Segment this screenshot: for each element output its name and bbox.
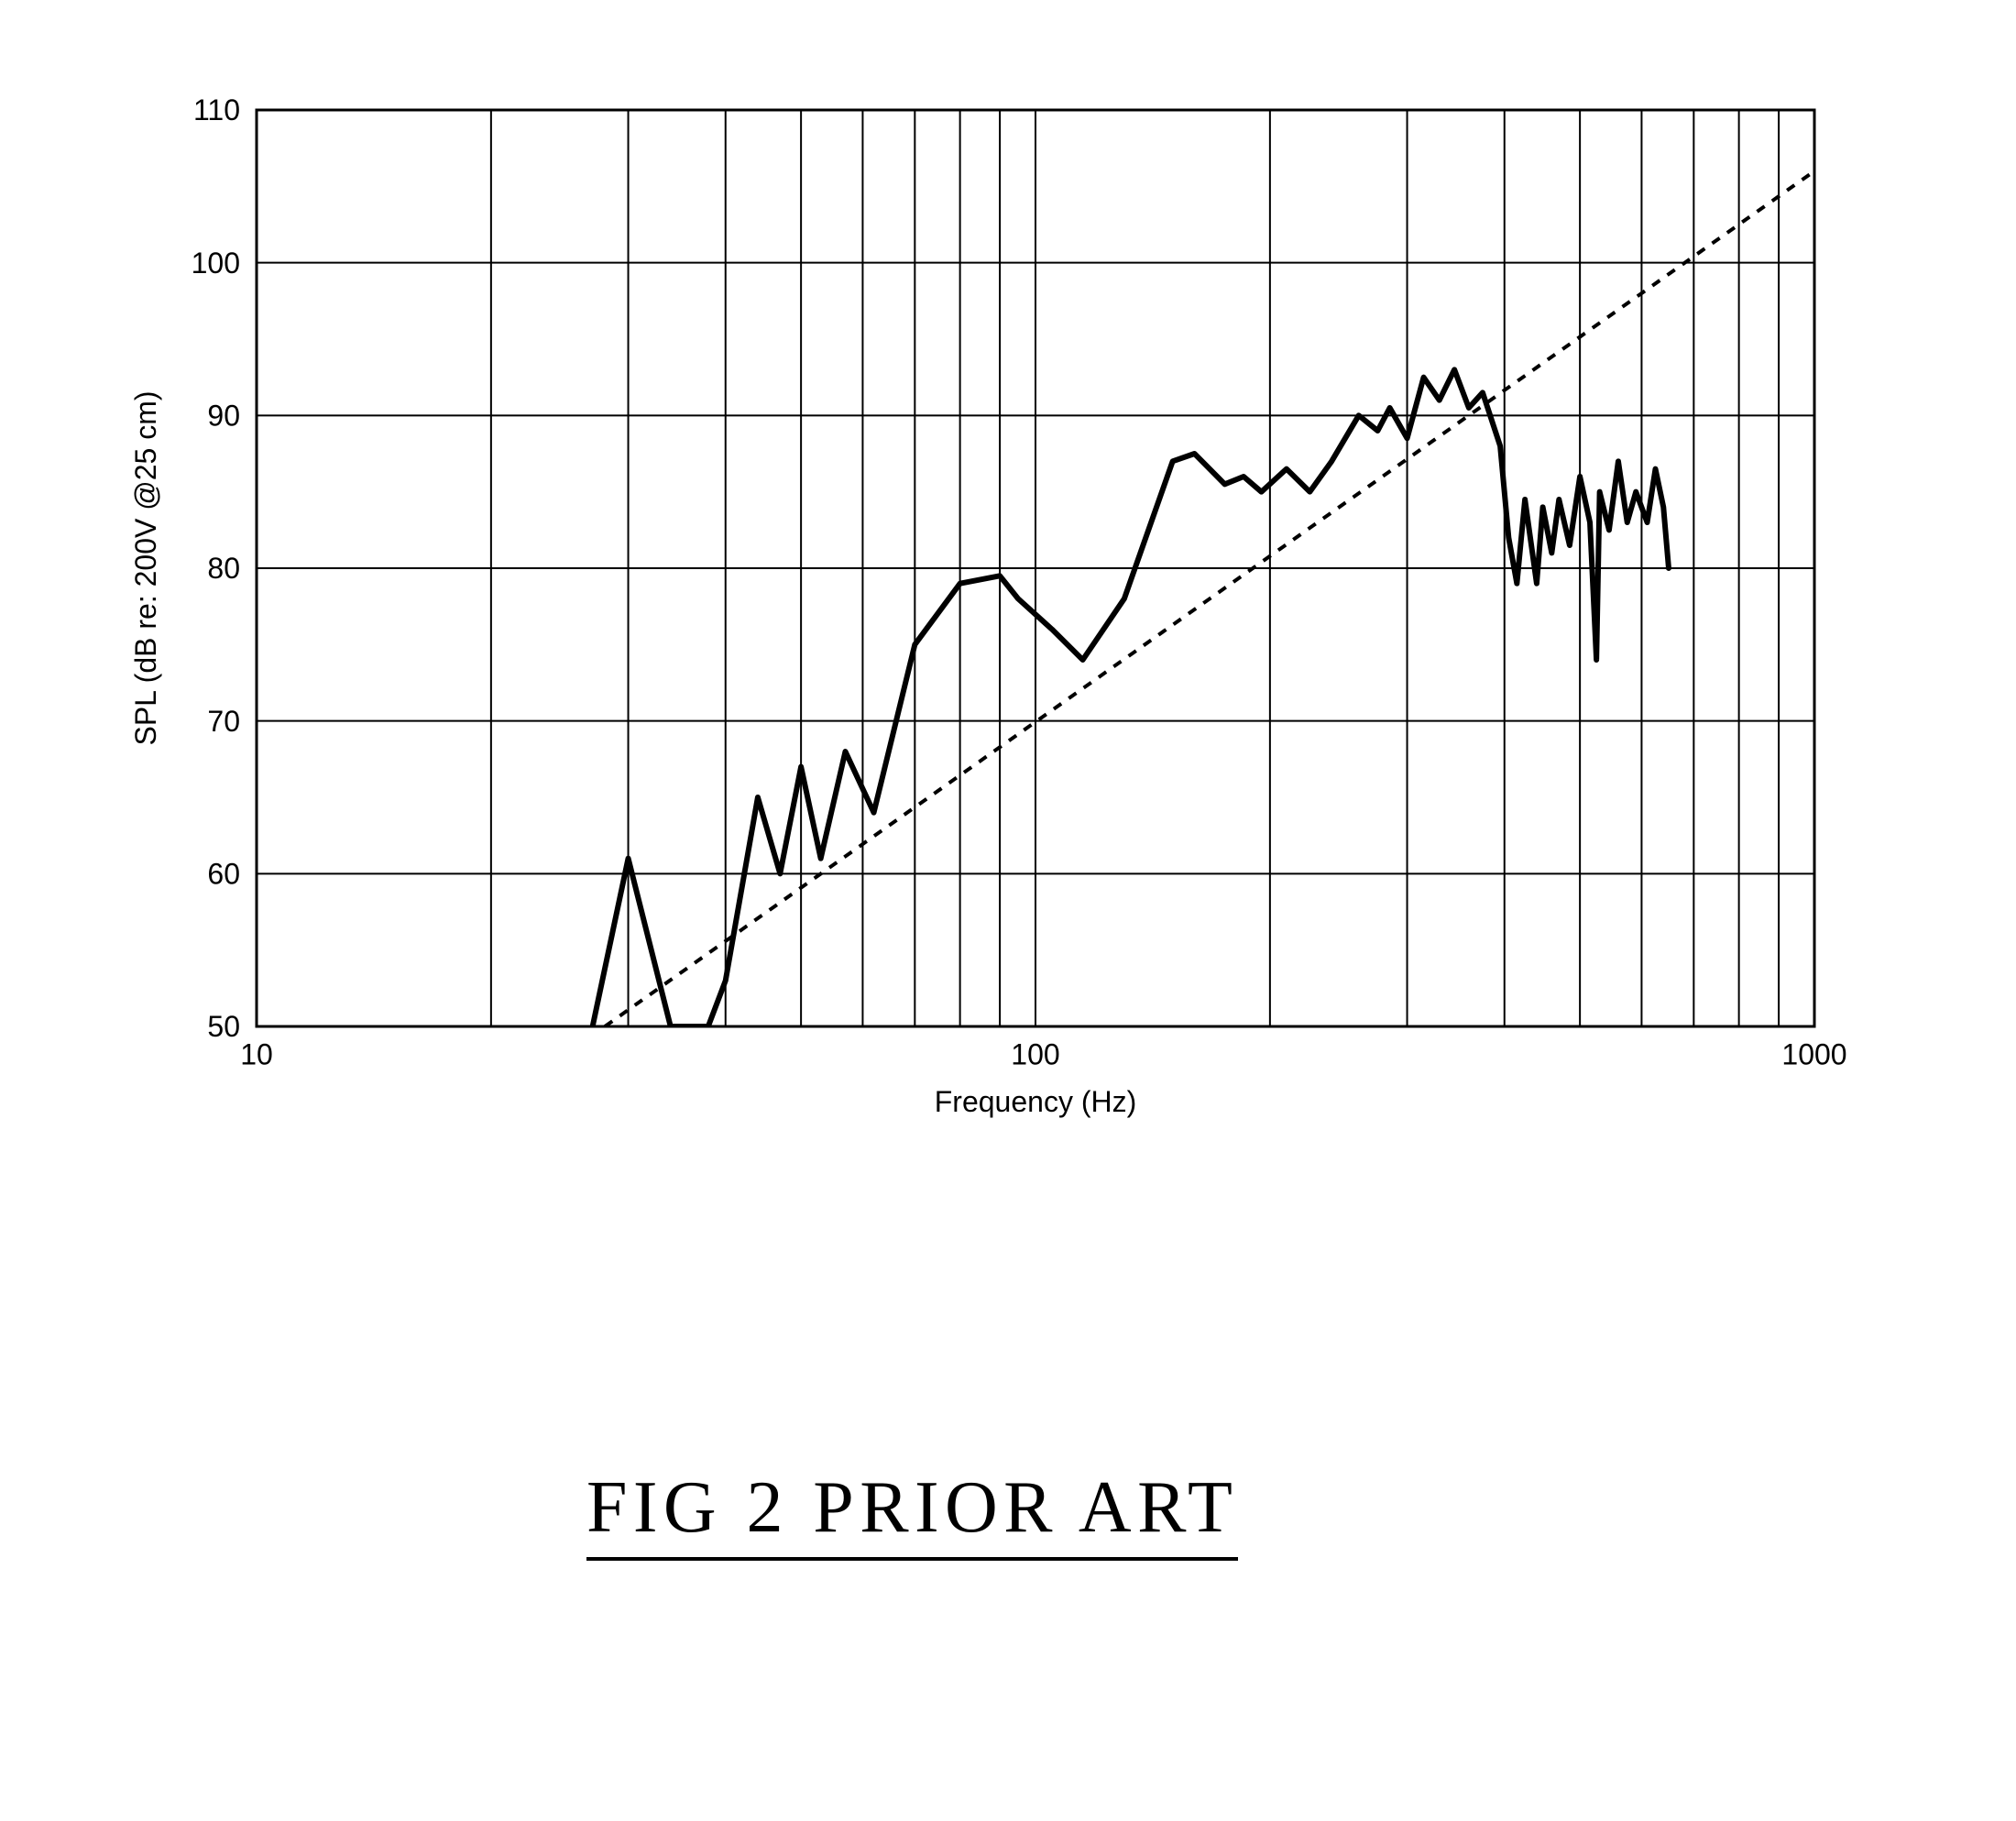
svg-text:60: 60 xyxy=(207,858,240,891)
figure-caption: FIG 2 PRIOR ART xyxy=(586,1466,1238,1561)
svg-text:80: 80 xyxy=(207,552,240,585)
svg-text:100: 100 xyxy=(1011,1038,1059,1071)
svg-text:110: 110 xyxy=(193,93,240,126)
svg-text:SPL (dB re: 200V @25 cm): SPL (dB re: 200V @25 cm) xyxy=(129,390,162,745)
svg-text:70: 70 xyxy=(207,705,240,738)
svg-text:Frequency (Hz): Frequency (Hz) xyxy=(935,1085,1137,1118)
frequency-response-chart: 50 60 70 80 90 100 110 10 100 1000 Frequency (Hz) S… xyxy=(0,0,1906,1173)
svg-text:90: 90 xyxy=(207,400,240,433)
page: 50 60 70 80 90 100 110 10 100 1000 Frequency (Hz) S… xyxy=(0,0,2016,1821)
svg-text:50: 50 xyxy=(207,1010,240,1043)
svg-text:1000: 1000 xyxy=(1781,1038,1846,1071)
svg-text:10: 10 xyxy=(240,1038,273,1071)
svg-text:100: 100 xyxy=(192,247,240,280)
